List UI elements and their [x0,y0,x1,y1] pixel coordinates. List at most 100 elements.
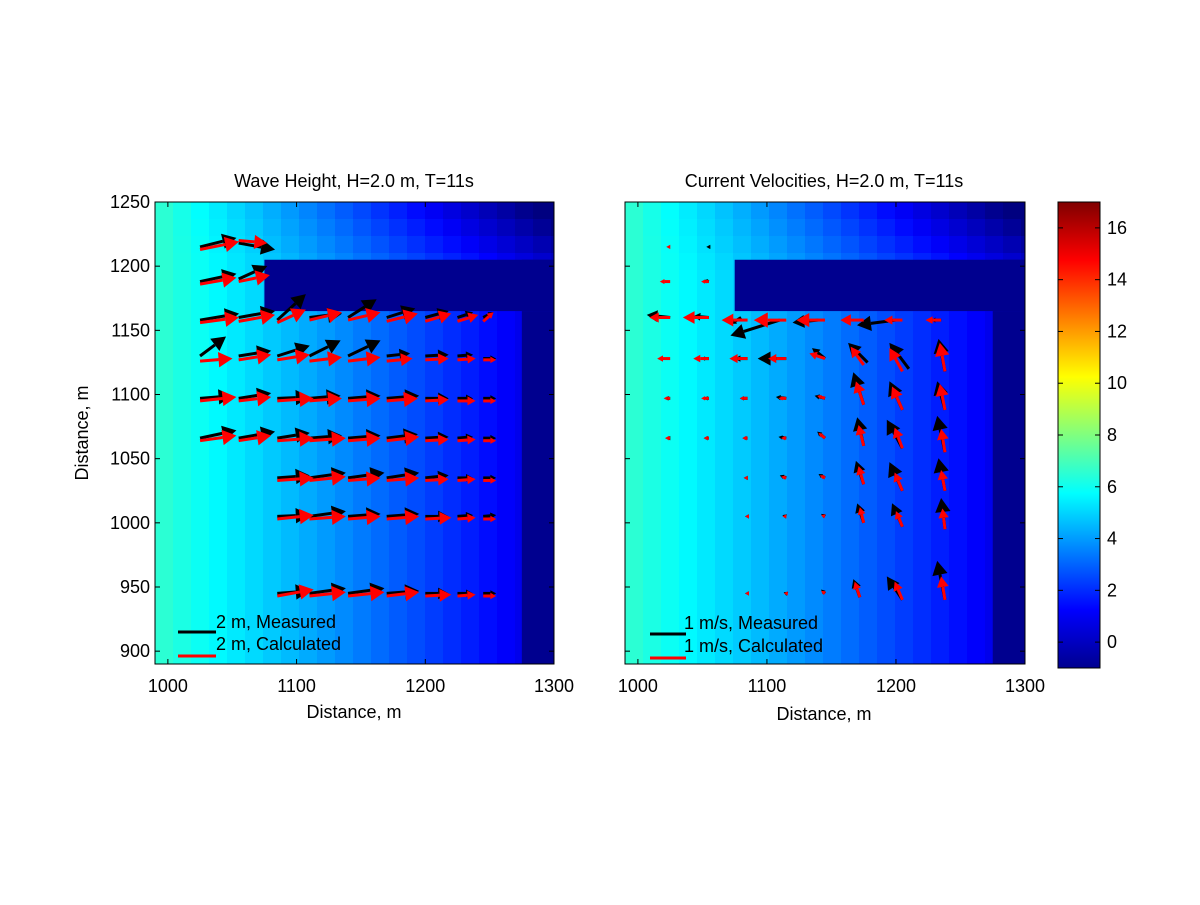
field-cell [751,440,770,458]
field-cell [299,372,318,390]
field-cell [949,491,968,509]
field-cell [751,508,770,526]
field-cell [661,525,680,543]
field-cell [841,559,860,577]
field-cell [173,236,192,254]
field-cell [661,202,680,220]
field-cell [643,457,662,475]
field-cell [155,576,174,594]
field-cell [173,474,192,492]
field-cell [895,627,914,645]
field-cell [335,559,354,577]
field-cell [823,542,842,560]
field-cell [625,423,644,441]
field-cell [155,270,174,288]
field-cell [859,202,878,220]
field-cell [643,219,662,237]
field-cell [245,457,264,475]
field-cell [823,593,842,611]
field-cell [715,559,734,577]
field-cell [895,321,914,339]
colorbar-tick-label: 6 [1107,477,1117,497]
field-cell [931,321,950,339]
field-cell [625,474,644,492]
field-cell [949,338,968,356]
field-cell [859,236,878,254]
field-cell [479,406,498,424]
y-tick-label: 950 [120,577,150,597]
field-cell [967,627,986,645]
field-cell [245,525,264,543]
field-cell [625,644,644,662]
field-cell [715,423,734,441]
field-cell [697,253,716,271]
field-cell [787,355,806,373]
field-cell [643,287,662,305]
field-cell [191,559,210,577]
chart-title-right: Current Velocities, H=2.0 m, T=11s [685,171,963,191]
field-cell [335,236,354,254]
field-cell [227,457,246,475]
field-cell [679,236,698,254]
field-cell [625,440,644,458]
field-cell [497,219,516,237]
field-cell [931,610,950,628]
field-cell [715,593,734,611]
field-cell [191,593,210,611]
field-cell [281,440,300,458]
field-cell [913,627,932,645]
field-cell [407,525,426,543]
field-cell [841,542,860,560]
field-cell [697,457,716,475]
field-cell [967,508,986,526]
field-cell [625,576,644,594]
field-cell [497,355,516,373]
field-cell [353,406,372,424]
field-cell [263,372,282,390]
field-cell [371,644,390,662]
field-cell [173,491,192,509]
field-cell [877,593,896,611]
field-cell [443,627,462,645]
field-cell [497,542,516,560]
colorbar-tick-label: 0 [1107,632,1117,652]
field-cell [191,406,210,424]
field-cell [787,219,806,237]
field-cell [625,627,644,645]
field-cell [299,491,318,509]
field-cell [173,457,192,475]
field-cell [715,219,734,237]
field-cell [209,559,228,577]
field-cell [497,593,516,611]
field-cell [697,542,716,560]
field-cell [515,219,534,237]
field-cell [679,593,698,611]
field-cell [335,372,354,390]
field-cell [787,576,806,594]
field-cell [425,202,444,220]
field-cell [787,338,806,356]
field-cell [715,287,734,305]
field-cell [245,321,264,339]
field-cell [625,355,644,373]
field-cell [823,321,842,339]
field-cell [859,406,878,424]
field-cell [479,372,498,390]
field-cell [859,627,878,645]
field-cell [299,542,318,560]
field-cell [913,525,932,543]
field-cell [823,627,842,645]
field-cell [625,270,644,288]
field-cell [173,321,192,339]
field-cell [895,593,914,611]
field-cell [769,542,788,560]
field-cell [173,389,192,407]
field-cell [625,610,644,628]
field-cell [533,219,552,237]
field-cell [281,321,300,339]
x-tick-label: 1200 [876,676,916,696]
colorbar-gradient [1058,202,1100,668]
y-axis-label-left: Distance, m [72,385,92,480]
field-cell [913,423,932,441]
field-cell [931,355,950,373]
